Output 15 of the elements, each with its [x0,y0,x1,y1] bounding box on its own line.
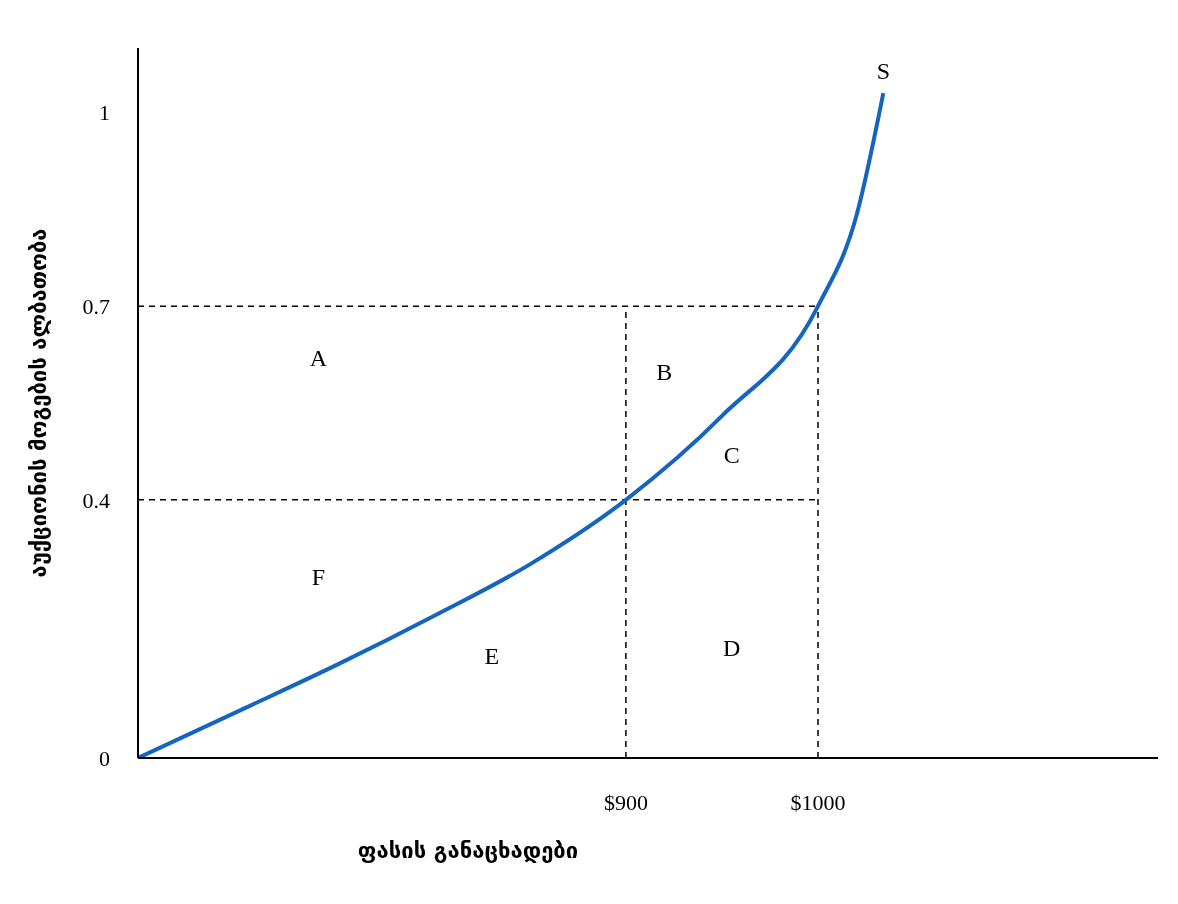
y-tick-label: 0 [99,745,110,771]
annotation: B [656,358,673,385]
annotation: A [309,345,328,372]
annotation: E [484,642,500,669]
y-axis-title: აუქციონის მოგების ალბათობა [25,228,51,578]
annotation: F [311,564,326,591]
annotation: C [723,442,740,469]
annotation: S [876,58,890,85]
x-tick-label: $900 [603,789,648,815]
y-tick-label: 0.7 [82,293,110,319]
annotation: D [722,635,741,662]
x-tick-label: $1000 [790,789,846,815]
x-axis-title: ფასის განაცხადები [357,838,579,863]
y-tick-label: 1 [99,100,110,126]
y-tick-label: 0.4 [82,487,110,513]
